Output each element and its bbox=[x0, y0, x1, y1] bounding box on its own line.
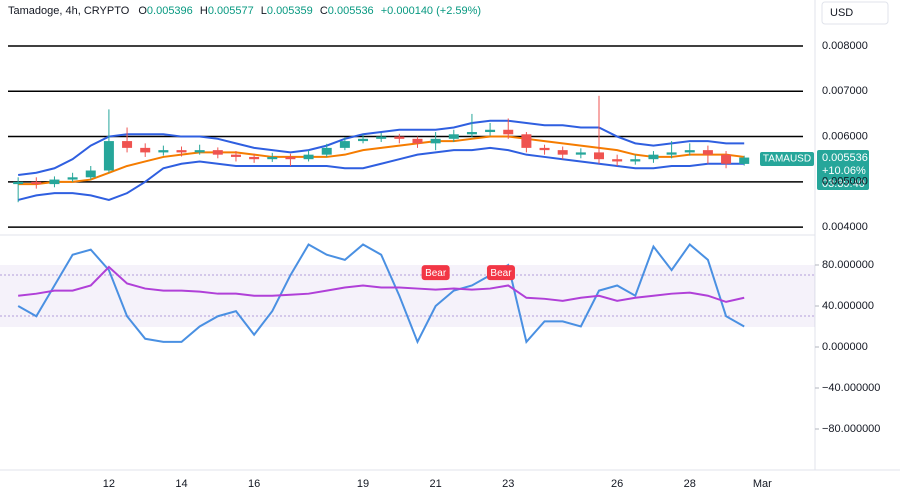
x-tick-label: 26 bbox=[611, 478, 623, 490]
candle-body bbox=[249, 156, 260, 160]
x-tick-label: Mar bbox=[753, 478, 772, 490]
oscillator-line bbox=[17, 243, 745, 345]
ohlc-label: O bbox=[138, 5, 147, 17]
candle-body bbox=[448, 134, 459, 139]
ohlc-label: H bbox=[200, 5, 208, 17]
candle-body bbox=[122, 141, 133, 148]
ohlc-value: 0.005359 bbox=[267, 5, 313, 17]
candle-body bbox=[176, 150, 187, 153]
candle-body bbox=[539, 147, 550, 151]
candle-body bbox=[412, 138, 423, 144]
candle-body bbox=[285, 156, 296, 160]
y-tick-label: 80.000000 bbox=[822, 259, 874, 271]
indicator-line bbox=[18, 119, 745, 177]
candle-body bbox=[521, 134, 532, 148]
candle-body bbox=[212, 150, 223, 155]
candle-body bbox=[739, 157, 750, 164]
symbol-tag bbox=[760, 152, 814, 166]
oscillator-line bbox=[18, 265, 745, 303]
candle-body bbox=[158, 150, 169, 153]
candle-body bbox=[702, 150, 713, 155]
signal-label-box bbox=[421, 265, 450, 281]
price-tag-price: 0.005536 bbox=[822, 152, 868, 164]
ohlc-value: 0.005396 bbox=[147, 5, 193, 17]
price-tag-countdown: 03:39:40 bbox=[822, 178, 865, 190]
indicator-line bbox=[17, 146, 745, 201]
candle-body bbox=[394, 136, 405, 139]
candle-body bbox=[684, 150, 695, 153]
candle-body bbox=[230, 154, 241, 157]
ohlc-label: C bbox=[320, 5, 328, 17]
signal-label: Bear bbox=[425, 268, 447, 279]
candle-body bbox=[31, 181, 42, 185]
currency[interactable]: USD bbox=[830, 7, 853, 19]
ohlc-value: 0.005536 bbox=[328, 5, 374, 17]
candle-body bbox=[85, 170, 96, 178]
symbol-tag-text: TAMAUSD bbox=[763, 154, 811, 165]
x-tick-label: 23 bbox=[502, 478, 514, 490]
candle-body bbox=[103, 141, 114, 171]
candle-body bbox=[376, 136, 387, 139]
price-tag-change: +10.06% bbox=[822, 165, 866, 177]
y-tick-label: −80.000000 bbox=[822, 423, 880, 435]
price-tag bbox=[817, 150, 869, 190]
header: Tamadoge, 4h, CRYPTO O0.005396 H0.005577… bbox=[8, 5, 481, 17]
indicator-line bbox=[18, 135, 745, 186]
candle-body bbox=[485, 129, 496, 133]
ohlc-value: 0.005577 bbox=[208, 5, 254, 17]
x-tick-label: 14 bbox=[175, 478, 187, 490]
candle-body bbox=[630, 159, 641, 162]
candle-body bbox=[339, 141, 350, 148]
candle-body bbox=[267, 156, 278, 160]
candle-body bbox=[721, 154, 732, 164]
candle-body bbox=[194, 150, 205, 153]
signal-label-box bbox=[486, 265, 515, 281]
candle-body bbox=[321, 147, 332, 155]
candle-body bbox=[67, 177, 78, 180]
y-tick-label: 40.000000 bbox=[822, 300, 874, 312]
x-tick-label: 16 bbox=[248, 478, 260, 490]
candle-body bbox=[430, 138, 441, 144]
currency-button[interactable] bbox=[821, 1, 889, 25]
y-tick-label: 0.006000 bbox=[822, 130, 868, 142]
candle-body bbox=[49, 179, 60, 185]
x-tick-label: 12 bbox=[103, 478, 115, 490]
candle-body bbox=[612, 159, 623, 162]
candle-body bbox=[648, 154, 659, 160]
ohlc-label: L bbox=[261, 5, 267, 17]
x-tick-label: 21 bbox=[430, 478, 442, 490]
candle-body bbox=[557, 150, 568, 155]
candle-body bbox=[466, 132, 477, 135]
signal-label: Bear bbox=[490, 268, 512, 279]
candle-body bbox=[358, 138, 369, 142]
candle-body bbox=[303, 154, 314, 160]
candle-body bbox=[575, 152, 586, 155]
y-tick-label: −40.000000 bbox=[822, 382, 880, 394]
candle-body bbox=[13, 181, 24, 185]
y-tick-label: 0.004000 bbox=[822, 221, 868, 233]
y-tick-label: 0.007000 bbox=[822, 85, 868, 97]
candle-body bbox=[503, 129, 514, 135]
y-tick-label: 0.000000 bbox=[822, 341, 868, 353]
y-tick-label: 0.005000 bbox=[822, 176, 868, 188]
x-tick-label: 28 bbox=[684, 478, 696, 490]
candle-body bbox=[666, 152, 677, 155]
candle-body bbox=[593, 152, 604, 160]
candle-body bbox=[140, 147, 151, 153]
x-tick-label: 19 bbox=[357, 478, 369, 490]
y-tick-label: 0.008000 bbox=[822, 40, 868, 52]
symbol: Tamadoge, 4h, CRYPTO bbox=[8, 5, 130, 17]
change: +0.000140 (+2.59%) bbox=[381, 5, 481, 17]
